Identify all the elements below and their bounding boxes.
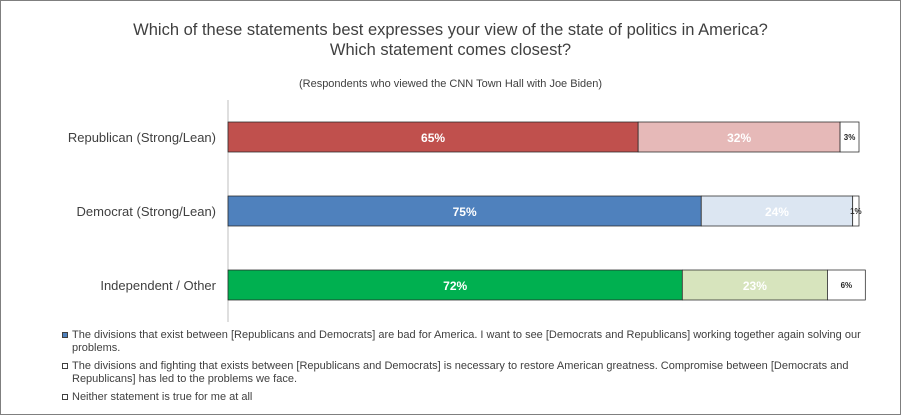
chart-title: Which of these statements best expresses… [0, 20, 901, 60]
bar-segment [227, 269, 683, 301]
legend-label: Neither statement is true for me at all [72, 391, 253, 403]
chart-subtitle: (Respondents who viewed the CNN Town Hal… [298, 78, 603, 90]
legend-swatch [62, 363, 68, 369]
legend-item: The divisions and fighting that exists b… [62, 360, 862, 386]
bar-segment [839, 121, 860, 153]
bar-segment [227, 121, 639, 153]
legend-item: Neither statement is true for me at all [62, 391, 862, 404]
bar-segment [827, 269, 866, 301]
legend-label: The divisions and fighting that exists b… [72, 360, 849, 385]
data-label: 32% [727, 131, 751, 145]
chart-title-line-2: Which statement comes closest? [329, 41, 572, 59]
category-label: Republican (Strong/Lean) [68, 130, 216, 145]
data-label: 24% [765, 205, 789, 219]
legend-label: The divisions that exist between [Republ… [72, 329, 861, 354]
chart-title-line-1: Which of these statements best expresses… [133, 21, 768, 39]
data-label: 23% [743, 279, 767, 293]
data-label: 75% [453, 205, 477, 219]
category-label: Democrat (Strong/Lean) [77, 204, 216, 219]
data-label: 72% [443, 279, 467, 293]
bar-segment [852, 195, 860, 227]
data-label: 3% [844, 133, 856, 142]
legend-item: The divisions that exist between [Republ… [62, 329, 862, 355]
data-label: 6% [841, 281, 853, 290]
bar-segment [637, 121, 841, 153]
bar-segment [227, 195, 702, 227]
legend-swatch [62, 332, 68, 338]
chart-legend: The divisions that exist between [Republ… [62, 329, 862, 409]
category-label: Independent / Other [100, 278, 216, 293]
bar-segment [681, 269, 828, 301]
bar-segment [700, 195, 854, 227]
legend-swatch [62, 394, 68, 400]
data-label: 65% [421, 131, 445, 145]
data-label: 1% [850, 207, 862, 216]
